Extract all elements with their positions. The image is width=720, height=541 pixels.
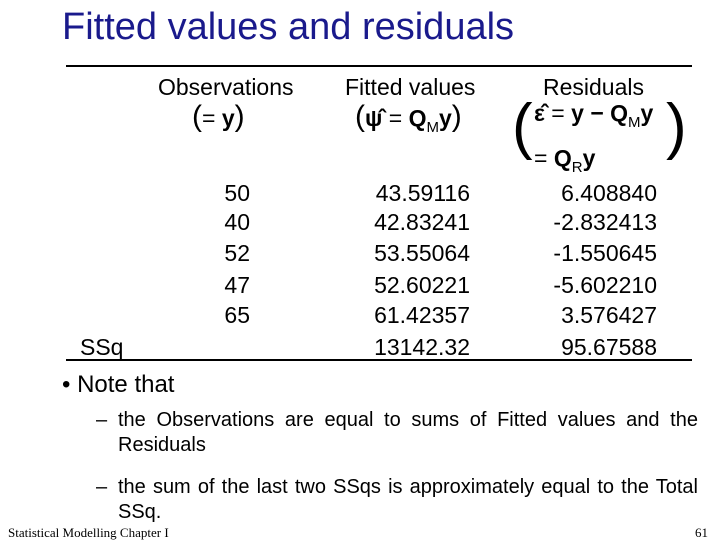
column-heading-observations: Observations bbox=[158, 74, 294, 100]
table-cell-fitted: 42.83241 bbox=[374, 209, 470, 235]
table-cell-residual: 6.408840 bbox=[561, 180, 657, 206]
sub-bullet-2: – the sum of the last two SSqs is approxi… bbox=[96, 476, 698, 523]
table-cell-observation: 50 bbox=[224, 180, 250, 206]
table-cell-residual: -1.550645 bbox=[553, 240, 657, 266]
table-cell-observation: 52 bbox=[224, 240, 250, 266]
column-heading-fitted: Fitted values bbox=[345, 74, 476, 100]
table-cell-fitted: 53.55064 bbox=[374, 240, 470, 266]
table-top-rule bbox=[66, 65, 692, 67]
formula-residuals-line2: = QRy bbox=[534, 145, 596, 176]
table-cell-residual: 3.576427 bbox=[561, 302, 657, 328]
table-cell-residual: -5.602210 bbox=[553, 272, 657, 298]
table-cell-fitted: 52.60221 bbox=[374, 272, 470, 298]
table-bottom-rule bbox=[66, 359, 692, 361]
column-heading-residuals: Residuals bbox=[543, 74, 644, 100]
page-title: Fitted values and residuals bbox=[62, 6, 515, 48]
table-cell-fitted: 43.59116 bbox=[375, 180, 470, 206]
ssq-fitted: 13142.32 bbox=[374, 334, 470, 360]
table-cell-observation: 65 bbox=[224, 302, 250, 328]
formula-observations: (= y) bbox=[192, 100, 245, 133]
sub-bullet-1: – the Observations are equal to sums of F… bbox=[96, 409, 698, 456]
table-cell-residual: -2.832413 bbox=[553, 209, 657, 235]
formula-residuals-line1: ε̂ = y − QMy bbox=[534, 100, 654, 131]
table-cell-fitted: 61.42357 bbox=[374, 302, 470, 328]
residuals-left-paren: ( bbox=[512, 92, 533, 161]
table-cell-observation: 47 bbox=[224, 272, 250, 298]
table-cell-observation: 40 bbox=[224, 209, 250, 235]
residuals-right-paren: ) bbox=[666, 92, 687, 161]
footer-page-number: 61 bbox=[695, 525, 708, 540]
ssq-label: SSq bbox=[80, 334, 124, 360]
footer-course: Statistical Modelling Chapter I bbox=[8, 525, 169, 540]
ssq-residual: 95.67588 bbox=[561, 334, 657, 360]
formula-fitted: (ψ̂ = QMy) bbox=[355, 100, 462, 136]
bullet-note: • Note that bbox=[62, 371, 175, 398]
